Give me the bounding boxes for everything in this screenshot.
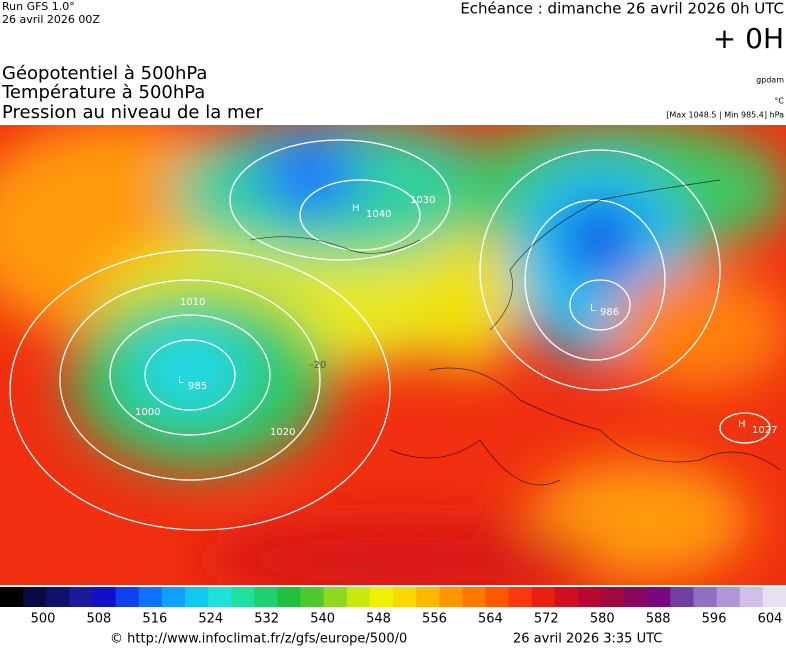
colorbar-swatch — [69, 587, 93, 607]
colorbar-tick-label: 556 — [422, 612, 447, 627]
pressure-label: 1040 — [366, 209, 391, 220]
footer-url: © http://www.infoclimat.fr/z/gfs/europe/… — [110, 632, 407, 647]
unit: gpdam — [756, 76, 784, 85]
colorbar-tick-label: 564 — [478, 612, 503, 627]
colorbar-swatch — [739, 587, 764, 607]
colorbar-swatch — [231, 587, 255, 607]
pressure-label: 985 — [188, 381, 207, 392]
colorbar-tick-label: 500 — [31, 612, 56, 627]
isobar-label: 1030 — [410, 195, 435, 206]
colorbar-tick-label: 548 — [366, 612, 391, 627]
run: Run GFS 1.0° — [2, 0, 75, 13]
colorbar-swatch — [554, 587, 579, 607]
colorbar-tick-label: 604 — [758, 612, 783, 627]
colorbar-swatch — [208, 587, 232, 607]
colorbar-swatch — [277, 587, 302, 607]
high-marker: H — [738, 419, 746, 430]
extremes: [Max 1048.5 | Min 985.4] hPa — [666, 111, 784, 120]
colorbar-swatch — [346, 587, 371, 607]
colorbar-swatch — [439, 587, 463, 607]
colorbar-tick-label: 540 — [310, 612, 335, 627]
offset: + 0H — [713, 22, 784, 55]
colorbar-swatch — [647, 587, 671, 607]
colorbar-swatch — [508, 587, 533, 607]
colorbar-swatch — [531, 587, 556, 607]
colorbar-swatch — [462, 587, 486, 607]
colorbar-tick-label: 532 — [254, 612, 279, 627]
colorbar-swatch — [46, 587, 70, 607]
colorbar-swatch — [92, 587, 117, 607]
footer-date: 26 avril 2026 3:35 UTC — [513, 632, 662, 647]
colorbar: 500 508 516 524 532 540 548 556 564 572 580 588 596 6… — [0, 587, 786, 627]
colorbar-swatch — [601, 587, 625, 607]
colorbar-swatch — [416, 587, 440, 607]
colorbar-swatch — [624, 587, 648, 607]
isobar-label: 1020 — [270, 427, 295, 438]
colorbar-swatch — [138, 587, 163, 607]
pressure-label: 1027 — [752, 425, 777, 436]
low-marker: L — [590, 303, 596, 314]
low-marker: L — [178, 375, 184, 386]
field: Géopotentiel à 500hPa — [2, 63, 207, 84]
colorbar-tick-label: 508 — [87, 612, 112, 627]
colorbar-swatch — [716, 587, 741, 607]
colorbar-tick-label: 596 — [702, 612, 727, 627]
colorbar-swatch — [670, 587, 695, 607]
map: L 985 L 986 H 1040 H 1027 1000 1010 1020… — [0, 125, 786, 585]
colorbar-swatch — [115, 587, 140, 607]
colorbar-tick-label: 572 — [534, 612, 559, 627]
colorbar-swatch — [693, 587, 718, 607]
colorbar-swatch — [184, 587, 209, 607]
colorbar-tick-label: 580 — [590, 612, 615, 627]
high-marker: H — [352, 203, 360, 214]
colorbar-swatch — [323, 587, 348, 607]
run-date: 26 avril 2026 00Z — [2, 13, 100, 26]
colorbar-swatch — [577, 587, 602, 607]
field: Pression au niveau de la mer — [2, 102, 264, 123]
colorbar-swatch — [0, 587, 24, 607]
isobar-label: 1000 — [135, 407, 160, 418]
colorbar-swatch — [393, 587, 417, 607]
colorbar-swatch — [254, 587, 278, 607]
colorbar-swatch — [300, 587, 325, 607]
colorbar-swatch — [485, 587, 510, 607]
colorbar-tick-label: 516 — [142, 612, 167, 627]
colorbar-swatch — [762, 587, 786, 607]
unit: °C — [774, 97, 784, 106]
colorbar-swatch — [161, 587, 186, 607]
colorbar-swatch — [369, 587, 394, 607]
colorbar-swatch — [23, 587, 47, 607]
echeance: Echéance : dimanche 26 avril 2026 0h UTC — [460, 0, 784, 18]
isobar-label: 1010 — [180, 297, 205, 308]
isotherm-label: -20 — [310, 360, 326, 371]
colorbar-tick-label: 524 — [198, 612, 223, 627]
field: Température à 500hPa — [1, 82, 205, 103]
colorbar-tick-label: 588 — [646, 612, 671, 627]
pressure-label: 986 — [600, 307, 619, 318]
